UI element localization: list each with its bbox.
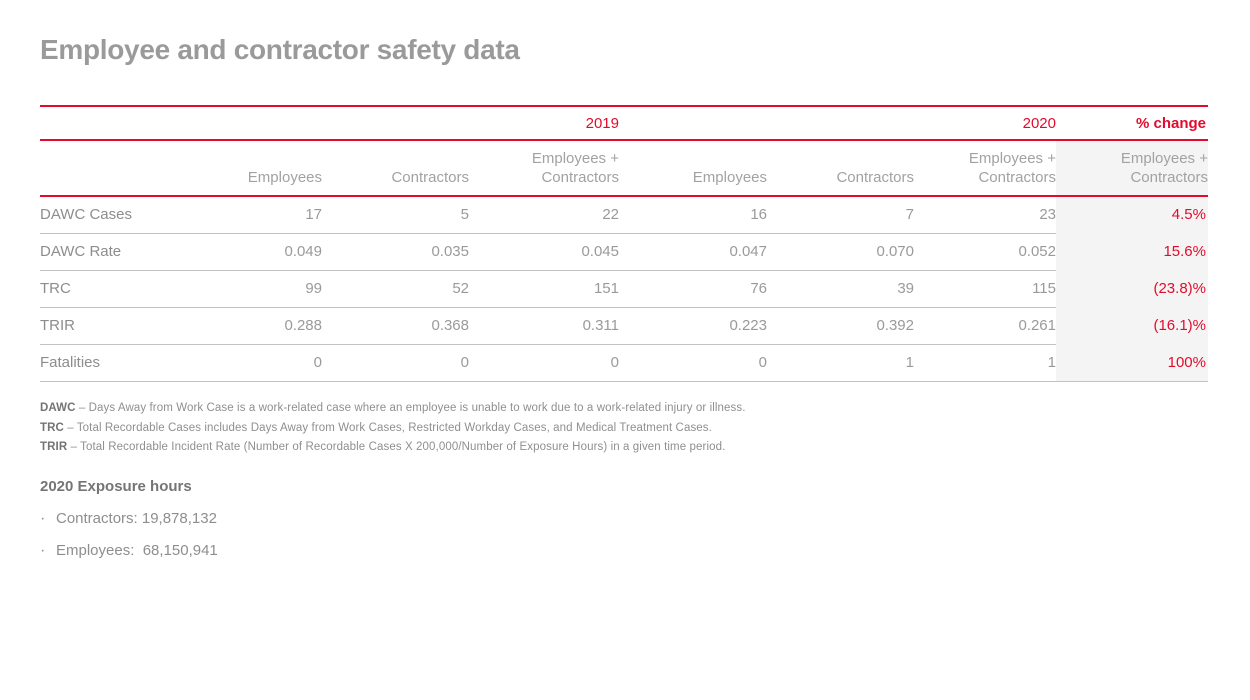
value-cell: 1 xyxy=(914,344,1056,382)
value-cell: 1 xyxy=(767,344,914,382)
value-cell: 5 xyxy=(322,196,469,234)
value-cell: 16 xyxy=(619,196,767,234)
list-item: · Contractors: 19,878,132 xyxy=(40,509,218,528)
value-cell: 0 xyxy=(322,344,469,382)
footnote-trir: TRIR – Total Recordable Incident Rate (N… xyxy=(40,441,746,453)
value-cell: 0.049 xyxy=(180,233,322,271)
value-cell: 0.070 xyxy=(767,233,914,271)
value-cell: 0.368 xyxy=(322,307,469,345)
footnote-term: TRIR xyxy=(40,441,68,453)
table-row: DAWC Rate 0.049 0.035 0.045 0.047 0.070 … xyxy=(40,233,1208,271)
value-cell: 0.392 xyxy=(767,307,914,345)
pct-change-cell: 4.5% xyxy=(1056,196,1208,233)
pct-change-cell: (23.8)% xyxy=(1056,270,1208,307)
list-item: · Employees: 68,150,941 xyxy=(40,541,218,560)
value-cell: 17 xyxy=(180,196,322,234)
footnotes: DAWC – Days Away from Work Case is a wor… xyxy=(40,402,746,461)
pct-change-cell: 100% xyxy=(1056,344,1208,382)
value-cell: 0.047 xyxy=(619,233,767,271)
column-header-employees-2020: Employees xyxy=(619,140,767,197)
value-cell: 151 xyxy=(469,270,619,308)
value-cell: 0.311 xyxy=(469,307,619,345)
value-cell: 52 xyxy=(322,270,469,308)
exposure-hours-heading: 2020 Exposure hours xyxy=(40,478,192,495)
footnote-dawc: DAWC – Days Away from Work Case is a wor… xyxy=(40,402,746,414)
footnote-text: – Total Recordable Cases includes Days A… xyxy=(67,421,712,434)
page-title: Employee and contractor safety data xyxy=(40,34,520,65)
value-cell: 76 xyxy=(619,270,767,308)
exposure-contractors-value: Contractors: 19,878,132 xyxy=(56,510,217,527)
column-header-emp-con-2020: Employees + Contractors xyxy=(914,140,1056,197)
value-cell: 0 xyxy=(619,344,767,382)
table-row: TRC 99 52 151 76 39 115 (23.8)% xyxy=(40,270,1208,308)
footnote-text: – Total Recordable Incident Rate (Number… xyxy=(70,441,726,453)
value-cell: 0 xyxy=(180,344,322,382)
exposure-employees-value: Employees: 68,150,941 xyxy=(56,542,218,559)
year-2020-label: 2020 xyxy=(619,105,1056,141)
year-header-row: 2019 2020 % change xyxy=(40,105,1208,141)
column-header-emp-con-2019: Employees + Contractors xyxy=(469,140,619,197)
bullet-icon: · xyxy=(40,509,46,527)
empty-header-cell xyxy=(40,140,180,197)
value-cell: 7 xyxy=(767,196,914,234)
table-row: DAWC Cases 17 5 22 16 7 23 4.5% xyxy=(40,196,1208,234)
pct-change-cell: (16.1)% xyxy=(1056,307,1208,344)
footnote-text: – Days Away from Work Case is a work-rel… xyxy=(78,402,746,414)
value-cell: 0 xyxy=(469,344,619,382)
table-row: Fatalities 0 0 0 0 1 1 100% xyxy=(40,344,1208,382)
column-header-row: Employees Contractors Employees + Contra… xyxy=(40,140,1208,197)
column-header-employees-2019: Employees xyxy=(180,140,322,197)
value-cell: 115 xyxy=(914,270,1056,308)
year-2019-label: 2019 xyxy=(40,105,619,141)
table-row: TRIR 0.288 0.368 0.311 0.223 0.392 0.261… xyxy=(40,307,1208,345)
value-cell: 0.261 xyxy=(914,307,1056,345)
exposure-hours-section: 2020 Exposure hours · Contractors: 19,87… xyxy=(40,478,218,559)
column-header-emp-con-pct: Employees + Contractors xyxy=(1056,140,1208,197)
value-cell: 39 xyxy=(767,270,914,308)
metric-label: Fatalities xyxy=(40,344,180,382)
value-cell: 0.223 xyxy=(619,307,767,345)
metric-label: DAWC Cases xyxy=(40,196,180,234)
value-cell: 99 xyxy=(180,270,322,308)
metric-label: TRIR xyxy=(40,307,180,345)
value-cell: 23 xyxy=(914,196,1056,234)
column-header-contractors-2020: Contractors xyxy=(767,140,914,197)
value-cell: 0.035 xyxy=(322,233,469,271)
safety-data-table: 2019 2020 % change Employees Contractors… xyxy=(40,105,1208,382)
value-cell: 0.288 xyxy=(180,307,322,345)
column-header-contractors-2019: Contractors xyxy=(322,140,469,197)
bullet-icon: · xyxy=(40,541,46,559)
footnote-trc: TRC – Total Recordable Cases includes Da… xyxy=(40,422,746,434)
metric-label: DAWC Rate xyxy=(40,233,180,271)
value-cell: 0.045 xyxy=(469,233,619,271)
pct-change-header: % change xyxy=(1056,105,1208,141)
metric-label: TRC xyxy=(40,270,180,308)
pct-change-cell: 15.6% xyxy=(1056,233,1208,270)
value-cell: 0.052 xyxy=(914,233,1056,271)
footnote-term: TRC xyxy=(40,421,64,434)
value-cell: 22 xyxy=(469,196,619,234)
footnote-term: DAWC xyxy=(40,402,76,414)
